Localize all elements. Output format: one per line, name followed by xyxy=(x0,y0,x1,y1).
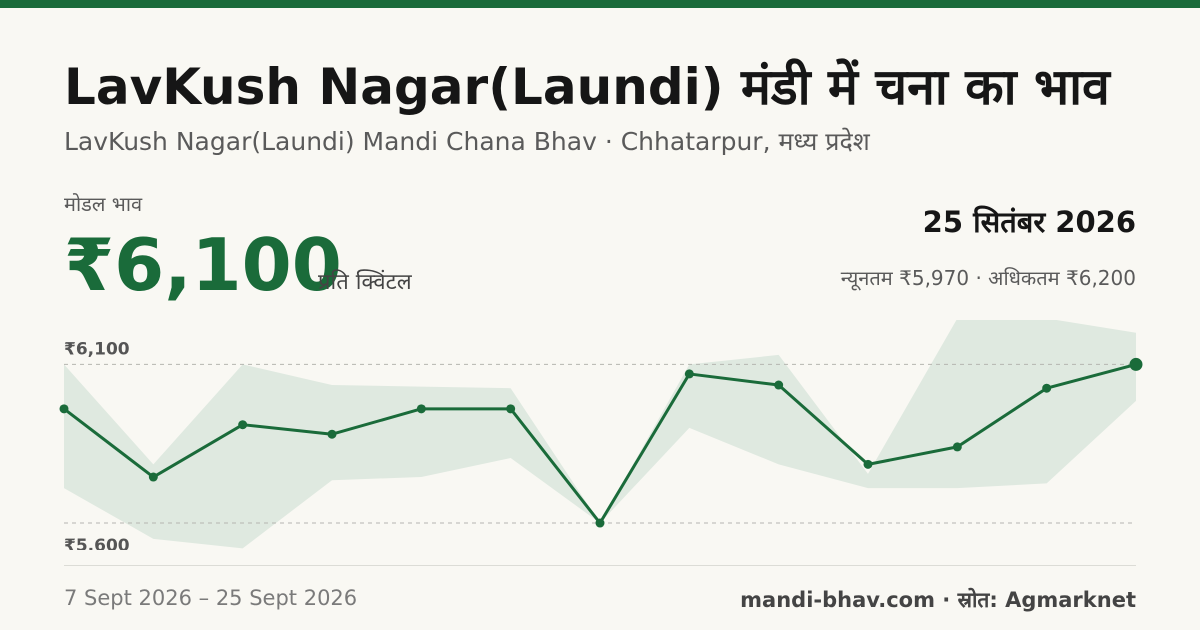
price-date: 25 सितंबर 2026 xyxy=(922,205,1136,239)
data-point xyxy=(238,420,248,430)
page-title: LavKush Nagar(Laundi) मंडी में चना का भा… xyxy=(64,58,1110,116)
data-point xyxy=(1129,357,1143,371)
data-point xyxy=(952,442,962,452)
reference-label: ₹5,600 xyxy=(64,536,130,550)
reference-label: ₹6,100 xyxy=(64,339,130,359)
data-point xyxy=(327,429,337,439)
data-point xyxy=(684,369,694,379)
price-trend-chart: ₹6,100 ₹5,600 xyxy=(59,320,1143,550)
price-unit: प्रति क्विंटल xyxy=(318,270,412,295)
modal-price-label: मोडल भाव xyxy=(64,192,143,216)
data-point xyxy=(863,459,873,469)
data-point xyxy=(1042,383,1052,393)
top-accent-bar xyxy=(0,0,1200,8)
data-point xyxy=(595,518,605,528)
data-point xyxy=(774,380,784,390)
data-point xyxy=(506,404,516,414)
page-subtitle: LavKush Nagar(Laundi) Mandi Chana Bhav ·… xyxy=(64,127,870,156)
min-max-range: न्यूनतम ₹5,970 · अधिकतम ₹6,200 xyxy=(840,266,1136,290)
data-point xyxy=(59,404,69,414)
data-point xyxy=(416,404,426,414)
footer-divider xyxy=(64,565,1136,566)
footer-date-range: 7 Sept 2026 – 25 Sept 2026 xyxy=(64,586,358,610)
modal-price-value: ₹6,100 xyxy=(64,223,342,307)
data-point xyxy=(148,472,158,482)
min-max-band xyxy=(64,320,1136,549)
footer-source: mandi-bhav.com · स्रोत: Agmarknet xyxy=(740,588,1136,612)
